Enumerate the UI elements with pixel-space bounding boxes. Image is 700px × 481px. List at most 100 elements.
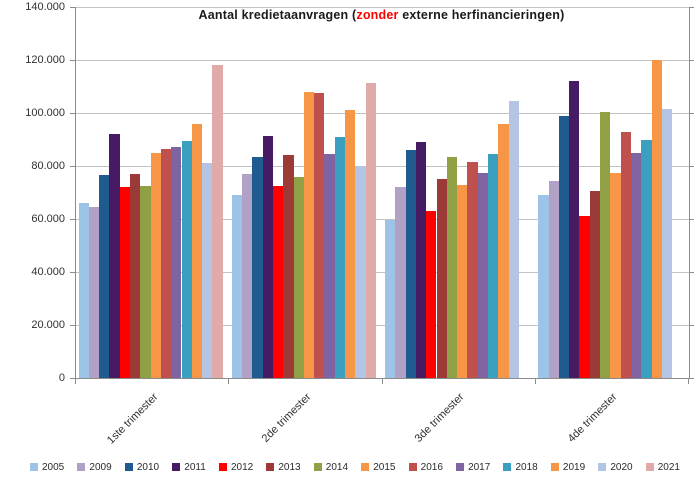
bar-2013-3de trimester (436, 179, 447, 378)
x-tick (688, 379, 689, 384)
bar-2014-4de trimester (600, 111, 611, 378)
bar-2011-4de trimester (569, 81, 580, 378)
bar-2013-4de trimester (589, 191, 601, 378)
legend-label: 2018 (515, 461, 538, 473)
y-tick (689, 272, 694, 273)
bar-2018-1ste trimester (181, 140, 192, 378)
legend-item-2011: 2011 (172, 462, 206, 473)
legend-label: 2020 (610, 461, 633, 473)
bar-2018-3de trimester (488, 154, 499, 378)
bar-2015-2de trimester (303, 91, 315, 378)
bar-2010-1ste trimester (99, 175, 110, 378)
bar-2005-3de trimester (385, 220, 396, 378)
legend-item-2013: 2013 (266, 462, 301, 473)
legend-item-2019: 2019 (550, 462, 585, 473)
bar-2014-1ste trimester (140, 185, 151, 378)
bar-2012-2de trimester (272, 185, 284, 378)
chart-title-suffix: externe herfinancieringen) (398, 8, 565, 22)
bar-2017-3de trimester (477, 172, 488, 378)
bar-2018-2de trimester (334, 136, 346, 378)
bar-2020-1ste trimester (202, 163, 213, 378)
x-tick (228, 379, 230, 384)
legend-item-2015: 2015 (361, 462, 395, 473)
y-tick (689, 166, 694, 167)
bar-2009-1ste trimester (88, 207, 100, 378)
y-tick-label: 120.000 (25, 54, 65, 66)
y-tick-label: 0 (58, 372, 65, 384)
legend-item-2021: 2021 (645, 462, 680, 473)
bar-2016-1ste trimester (160, 148, 172, 378)
y-tick-label: 40.000 (31, 266, 65, 278)
y-tick-label: 140.000 (25, 1, 65, 13)
legend-swatch-2017 (456, 463, 465, 471)
legend-item-2010: 2010 (124, 461, 160, 473)
bar-2015-3de trimester (457, 184, 468, 378)
bar-2017-1ste trimester (171, 147, 182, 378)
bar-2010-2de trimester (252, 156, 263, 378)
legend-label: 2009 (89, 461, 112, 473)
legend-swatch-2015 (361, 463, 370, 471)
bar-2019-4de trimester (651, 60, 662, 378)
bar-2012-4de trimester (579, 216, 590, 378)
x-tick (534, 379, 536, 384)
y-tick (689, 219, 694, 220)
bar-2019-3de trimester (498, 123, 509, 378)
bar-2013-2de trimester (283, 155, 294, 378)
bar-2009-3de trimester (395, 187, 406, 378)
y-tick (689, 378, 694, 379)
legend-swatch-2011 (172, 463, 181, 471)
bar-2020-2de trimester (355, 166, 366, 378)
legend-label: 2014 (325, 461, 349, 473)
bar-2016-2de trimester (314, 93, 325, 378)
legend-item-2014: 2014 (313, 461, 349, 473)
legend-swatch-2014 (313, 463, 322, 471)
legend-swatch-2016 (408, 463, 417, 471)
bar-2015-1ste trimester (150, 152, 161, 378)
bar-2016-3de trimester (467, 162, 478, 378)
y-tick-label: 60.000 (31, 213, 65, 225)
bar-2005-2de trimester (231, 195, 243, 378)
y-tick (70, 272, 75, 273)
legend-item-2009: 2009 (77, 461, 112, 473)
bar-2014-2de trimester (293, 176, 304, 378)
legend-item-2020: 2020 (598, 461, 633, 473)
y-tick-label: 80.000 (31, 160, 65, 172)
y-tick (70, 378, 75, 379)
y-tick (70, 166, 75, 167)
bar-2013-1ste trimester (130, 173, 141, 378)
bar-2019-1ste trimester (191, 123, 203, 378)
legend-swatch-2021 (645, 463, 654, 471)
plot-area (75, 7, 690, 379)
y-tick (70, 219, 75, 220)
bar-2010-3de trimester (405, 150, 416, 378)
legend-label: 2010 (136, 461, 160, 473)
bar-2020-4de trimester (661, 109, 673, 378)
bar-2017-4de trimester (630, 152, 642, 378)
legend-swatch-2018 (503, 463, 512, 471)
y-tick (689, 60, 694, 61)
gridline (76, 59, 689, 61)
legend-swatch-2009 (77, 463, 86, 471)
bar-2021-2de trimester (365, 82, 376, 378)
legend: 2005 2009 2010 2011 2012 2013 2014 2015 2016 2017… (30, 459, 680, 475)
y-tick-label: 100.000 (25, 107, 65, 119)
y-tick (70, 325, 75, 326)
y-tick (70, 113, 75, 114)
y-tick (70, 7, 75, 8)
bar-2015-4de trimester (610, 172, 621, 378)
legend-label: 2015 (373, 461, 396, 473)
legend-label: 2012 (230, 461, 254, 473)
x-tick (381, 379, 383, 384)
chart-title: Aantal kredietaanvragen (zonder externe … (75, 8, 688, 22)
legend-swatch-2020 (598, 463, 607, 471)
bar-2020-3de trimester (508, 101, 519, 378)
bar-2019-2de trimester (345, 110, 356, 378)
legend-swatch-2013 (266, 463, 275, 471)
bar-2005-4de trimester (538, 195, 549, 378)
y-tick (689, 113, 694, 114)
gridline (76, 112, 689, 114)
y-tick (689, 325, 694, 326)
bar-2016-4de trimester (620, 131, 631, 378)
legend-label: 2005 (42, 461, 65, 473)
legend-item-2005: 2005 (30, 462, 64, 473)
